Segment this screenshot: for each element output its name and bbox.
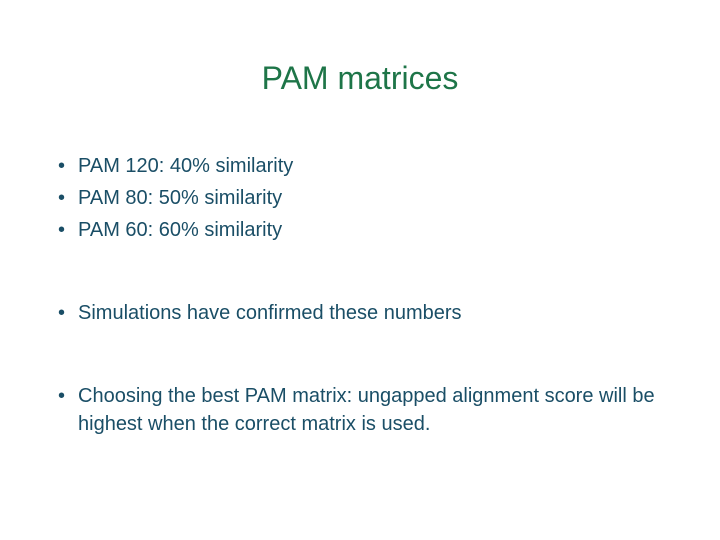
list-item: Simulations have confirmed these numbers [50,299,670,327]
slide: PAM matrices PAM 120: 40% similarity PAM… [0,0,720,540]
list-item: PAM 80: 50% similarity [50,184,670,212]
slide-title: PAM matrices [50,60,670,97]
bullet-group-1: PAM 120: 40% similarity PAM 80: 50% simi… [50,152,670,244]
bullet-group-2: Simulations have confirmed these numbers [50,299,670,327]
list-item: Choosing the best PAM matrix: ungapped a… [50,382,670,438]
list-item: PAM 60: 60% similarity [50,216,670,244]
bullet-group-3: Choosing the best PAM matrix: ungapped a… [50,382,670,438]
list-item: PAM 120: 40% similarity [50,152,670,180]
